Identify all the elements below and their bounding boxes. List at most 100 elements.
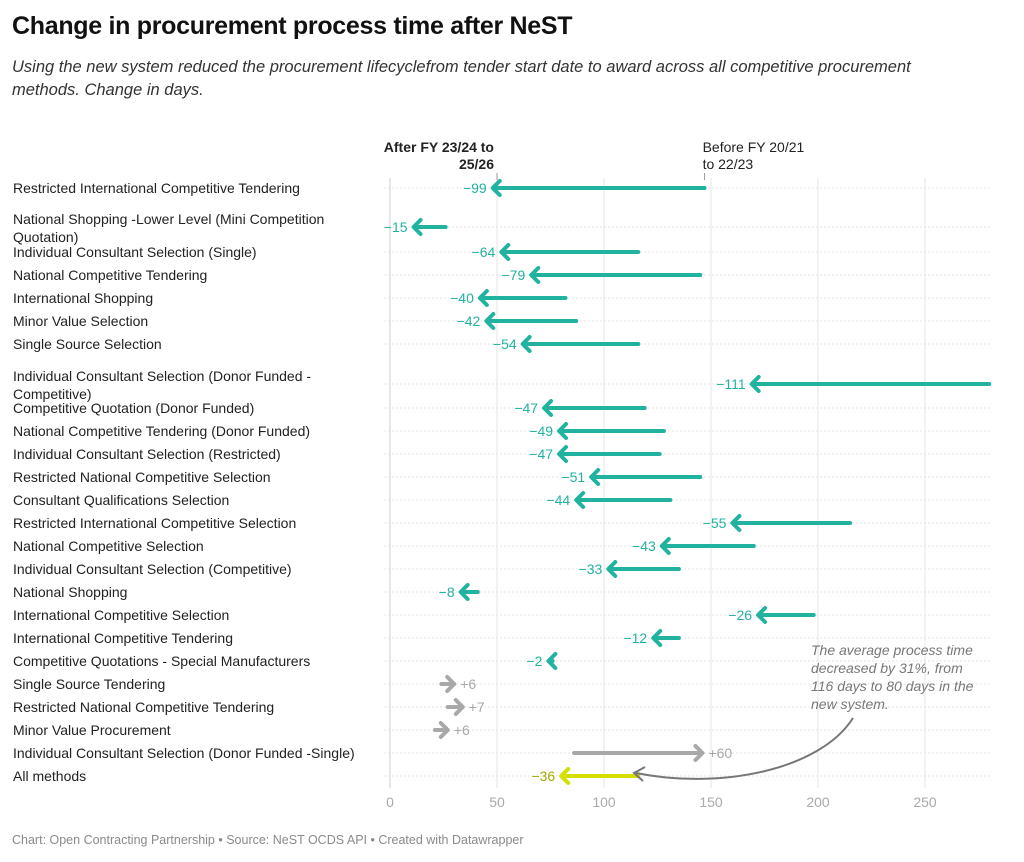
x-tick-label: 50 (489, 794, 505, 810)
change-label: −40 (450, 290, 474, 306)
arrow-head (730, 514, 742, 532)
change-label: −44 (546, 492, 570, 508)
change-label: −12 (623, 630, 647, 646)
change-label: −2 (526, 653, 542, 669)
row-label: Restricted National Competitive Selectio… (13, 469, 271, 485)
row-label: All methods (13, 768, 86, 784)
arrow-head (484, 312, 496, 330)
arrow-head (445, 675, 457, 693)
change-label: −47 (529, 446, 553, 462)
change-label: +7 (469, 699, 485, 715)
change-label: −55 (703, 515, 727, 531)
chart-subtitle: Using the new system reduced the procure… (12, 58, 911, 99)
change-label: −26 (728, 607, 752, 623)
row-label: Competitive Quotations - Special Manufac… (13, 653, 310, 669)
row-label: Competitive) (13, 386, 92, 402)
change-label: −43 (632, 538, 656, 554)
row-label: Consultant Qualifications Selection (13, 492, 229, 508)
arrow-head (453, 698, 465, 716)
change-label: −54 (493, 336, 517, 352)
change-label: +6 (454, 722, 470, 738)
row-label: International Competitive Tendering (13, 630, 233, 646)
arrow-head (559, 767, 571, 785)
arrow-head (520, 335, 532, 353)
row-label: National Competitive Tendering (13, 267, 207, 283)
change-label: −49 (529, 423, 553, 439)
x-tick-label: 150 (699, 794, 723, 810)
arrow-head (659, 537, 671, 555)
change-label: +6 (460, 676, 476, 692)
arrow-head (490, 179, 502, 197)
annotation-arrow (635, 717, 854, 780)
x-tick-label: 100 (592, 794, 616, 810)
change-label: +60 (708, 745, 732, 761)
arrow-head (606, 560, 618, 578)
x-tick-label: 250 (913, 794, 937, 810)
annotation-text: 116 days to 80 days in the (811, 678, 974, 694)
arrow-head (499, 243, 511, 261)
arrow-head (693, 744, 705, 762)
x-axis-ticks: 0 50 100 150 200 250 (386, 794, 937, 810)
row-label: Individual Consultant Selection (Competi… (13, 561, 292, 577)
change-label: −79 (501, 267, 525, 283)
row-label: Restricted International Competitive Ten… (13, 180, 300, 196)
x-tick-label: 0 (386, 794, 394, 810)
arrow-head (477, 289, 489, 307)
row-label: National Competitive Selection (13, 538, 204, 554)
annotation-arrowhead (632, 766, 646, 782)
arrow-head (542, 399, 554, 417)
change-label: −15 (384, 219, 408, 235)
header-after: After FY 23/24 to (384, 139, 494, 155)
row-label: National Competitive Tendering (Donor Fu… (13, 423, 310, 439)
row-label: Individual Consultant Selection (Donor F… (13, 745, 355, 761)
row-label: International Shopping (13, 290, 153, 306)
arrow-head (411, 218, 423, 236)
arrow-head (458, 583, 470, 601)
chart-footer: Chart: Open Contracting Partnership • So… (12, 833, 524, 847)
row-label: International Competitive Selection (13, 607, 229, 623)
change-label: −99 (463, 180, 487, 196)
change-label: −42 (457, 313, 481, 329)
arrow-head (589, 468, 601, 486)
arrow-head (557, 422, 569, 440)
row-label: National Shopping (13, 584, 127, 600)
arrow-head (574, 491, 586, 509)
header-after: 25/26 (459, 156, 494, 172)
row-label: Quotation) (13, 229, 78, 245)
annotation-text: new system. (811, 696, 889, 712)
row-label: Minor Value Selection (13, 313, 148, 329)
arrows: −99 −15 −64 −79 −40 −42 −54 −111 −47 −49 −47 −51 −44… (384, 179, 992, 785)
row-label: Competitive Quotation (Donor Funded) (13, 400, 254, 416)
annotation-text: decreased by 31%, from (811, 660, 963, 676)
change-label: −51 (561, 469, 585, 485)
row-label: Individual Consultant Selection (Restric… (13, 446, 281, 462)
vertical-gridlines (389, 178, 926, 788)
change-label: −33 (579, 561, 603, 577)
arrow-head (529, 266, 541, 284)
arrow-head (756, 606, 768, 624)
row-label: Restricted International Competitive Sel… (13, 515, 296, 531)
change-label: −8 (439, 584, 455, 600)
row-label: Single Source Selection (13, 336, 162, 352)
arrow-head (546, 652, 558, 670)
row-labels: Restricted International Competitive Ten… (13, 180, 355, 784)
change-label: −47 (514, 400, 538, 416)
chart-title: Change in procurement process time after… (12, 12, 573, 40)
row-label: Single Source Tendering (13, 676, 165, 692)
change-label: −36 (531, 768, 555, 784)
annotation-text: The average process time (811, 642, 973, 658)
row-label: Minor Value Procurement (13, 722, 171, 738)
header-before: to 22/23 (703, 156, 754, 172)
change-label: −111 (716, 376, 746, 392)
change-label: −64 (472, 244, 496, 260)
header-before: Before FY 20/21 (703, 139, 805, 155)
row-label: Individual Consultant Selection (Donor F… (13, 368, 311, 384)
arrow-head (557, 445, 569, 463)
arrow-head (651, 629, 663, 647)
row-label: National Shopping -Lower Level (Mini Com… (13, 211, 324, 227)
row-label: Individual Consultant Selection (Single) (13, 244, 257, 260)
row-label: Restricted National Competitive Tenderin… (13, 699, 274, 715)
x-tick-label: 200 (806, 794, 830, 810)
